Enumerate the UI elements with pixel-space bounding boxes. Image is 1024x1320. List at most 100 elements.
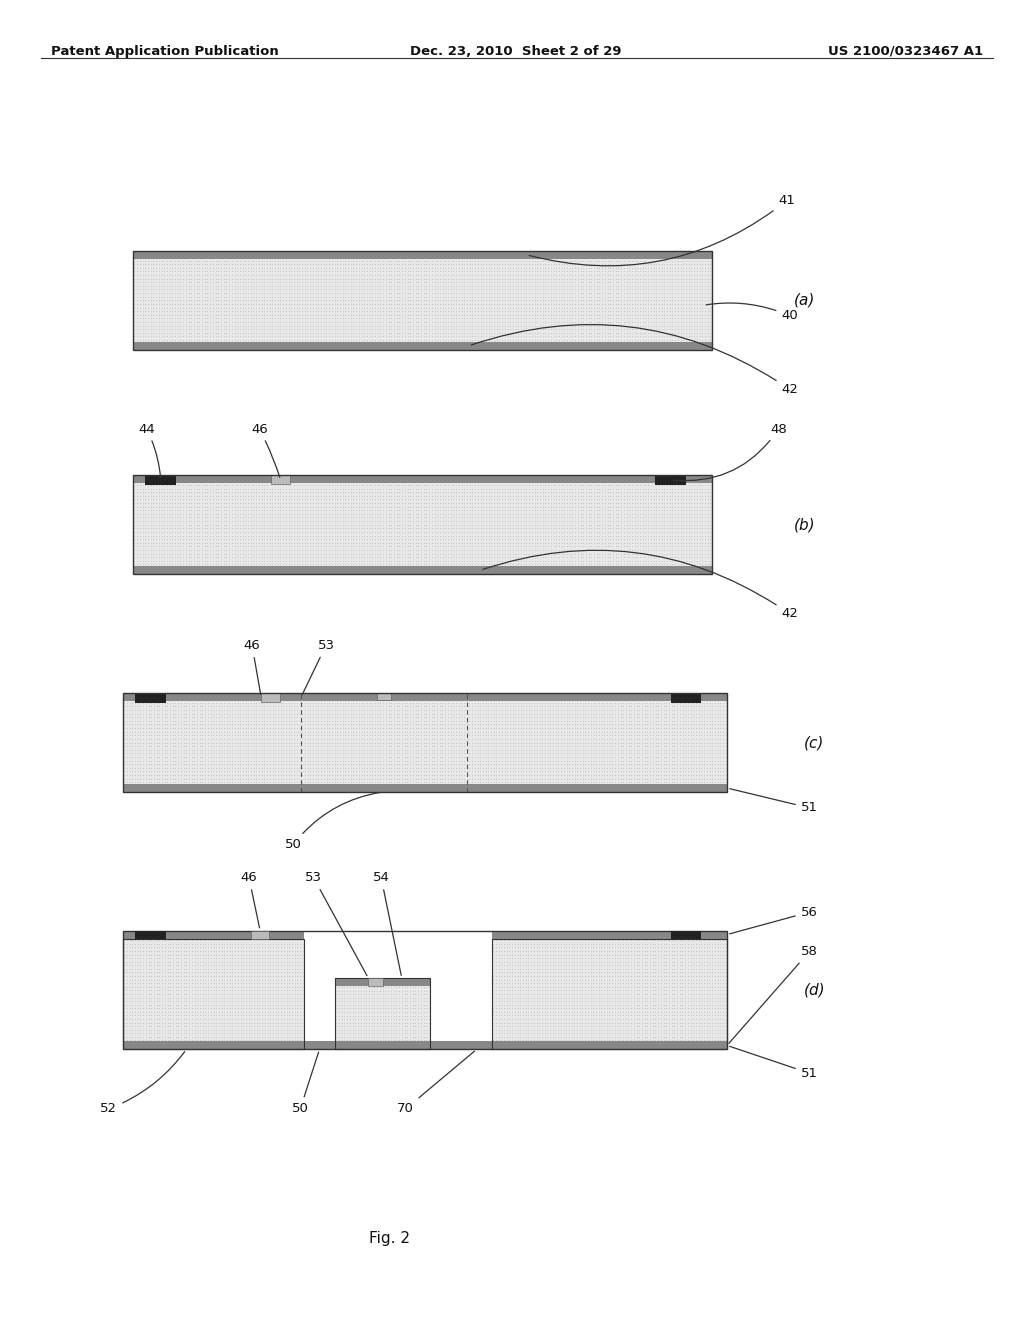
Point	[229, 249, 246, 271]
Point	[702, 507, 719, 528]
Point	[265, 1002, 282, 1023]
Point	[515, 940, 531, 961]
Point	[157, 944, 173, 965]
Point	[652, 952, 669, 973]
Point	[211, 758, 227, 779]
Point	[577, 929, 593, 950]
Point	[526, 486, 543, 507]
Point	[185, 488, 202, 510]
Point	[662, 312, 678, 333]
Point	[355, 983, 372, 1005]
Point	[627, 503, 643, 524]
Point	[505, 760, 521, 781]
Point	[404, 729, 421, 750]
Point	[610, 286, 627, 308]
Point	[640, 272, 656, 293]
Point	[591, 746, 607, 767]
Point	[462, 272, 478, 293]
Point	[701, 1030, 718, 1051]
Point	[426, 507, 442, 528]
Point	[122, 952, 138, 973]
Point	[607, 746, 624, 767]
Point	[658, 272, 675, 293]
Point	[156, 330, 172, 351]
Point	[310, 692, 327, 713]
Point	[315, 326, 332, 347]
Point	[507, 1008, 523, 1030]
Point	[356, 249, 373, 271]
Point	[365, 768, 381, 789]
Point	[264, 754, 281, 775]
Point	[589, 297, 605, 318]
Point	[617, 948, 634, 969]
Point	[208, 977, 224, 998]
Point	[350, 482, 367, 503]
Point	[690, 758, 707, 779]
Point	[462, 253, 478, 275]
Point	[609, 710, 626, 731]
Point	[305, 293, 322, 314]
Point	[640, 550, 656, 572]
Point	[483, 492, 500, 513]
Point	[664, 721, 680, 742]
Point	[669, 760, 685, 781]
Point	[688, 952, 705, 973]
Point	[688, 322, 705, 343]
Point	[302, 515, 318, 536]
Point	[650, 721, 667, 742]
Point	[618, 326, 635, 347]
Point	[505, 312, 521, 333]
Point	[647, 772, 664, 793]
Point	[267, 965, 284, 986]
Point	[507, 704, 523, 725]
Point	[703, 977, 720, 998]
Point	[240, 772, 256, 793]
Point	[574, 1012, 591, 1034]
Point	[683, 550, 699, 572]
Point	[267, 257, 284, 279]
Point	[604, 746, 621, 767]
Point	[569, 929, 586, 950]
Point	[408, 772, 424, 793]
Point	[437, 507, 454, 528]
Point	[685, 706, 701, 727]
Point	[164, 474, 180, 495]
Point	[287, 929, 303, 950]
Point	[451, 540, 467, 561]
Point	[537, 952, 553, 973]
Point	[369, 1005, 385, 1026]
Point	[205, 1002, 221, 1023]
Point	[537, 1027, 553, 1048]
Point	[205, 482, 221, 503]
Point	[599, 746, 615, 767]
Point	[353, 257, 370, 279]
Point	[715, 1027, 731, 1048]
Point	[660, 750, 677, 771]
Point	[219, 977, 236, 998]
Point	[543, 282, 559, 304]
Point	[132, 511, 148, 532]
Point	[673, 528, 689, 549]
Point	[589, 264, 605, 285]
Point	[531, 714, 548, 735]
Point	[173, 754, 189, 775]
Point	[694, 326, 711, 347]
Point	[408, 1027, 424, 1048]
Point	[180, 272, 197, 293]
Point	[162, 532, 178, 553]
Point	[531, 754, 548, 775]
Point	[613, 478, 630, 499]
Point	[660, 721, 677, 742]
Point	[391, 550, 408, 572]
Point	[637, 528, 653, 549]
Point	[210, 492, 226, 513]
Point	[353, 486, 370, 507]
Point	[291, 253, 307, 275]
Point	[432, 528, 449, 549]
Point	[137, 554, 154, 576]
Point	[488, 550, 505, 572]
Point	[292, 973, 308, 994]
Point	[229, 532, 246, 553]
Point	[645, 696, 662, 717]
Point	[299, 268, 315, 289]
